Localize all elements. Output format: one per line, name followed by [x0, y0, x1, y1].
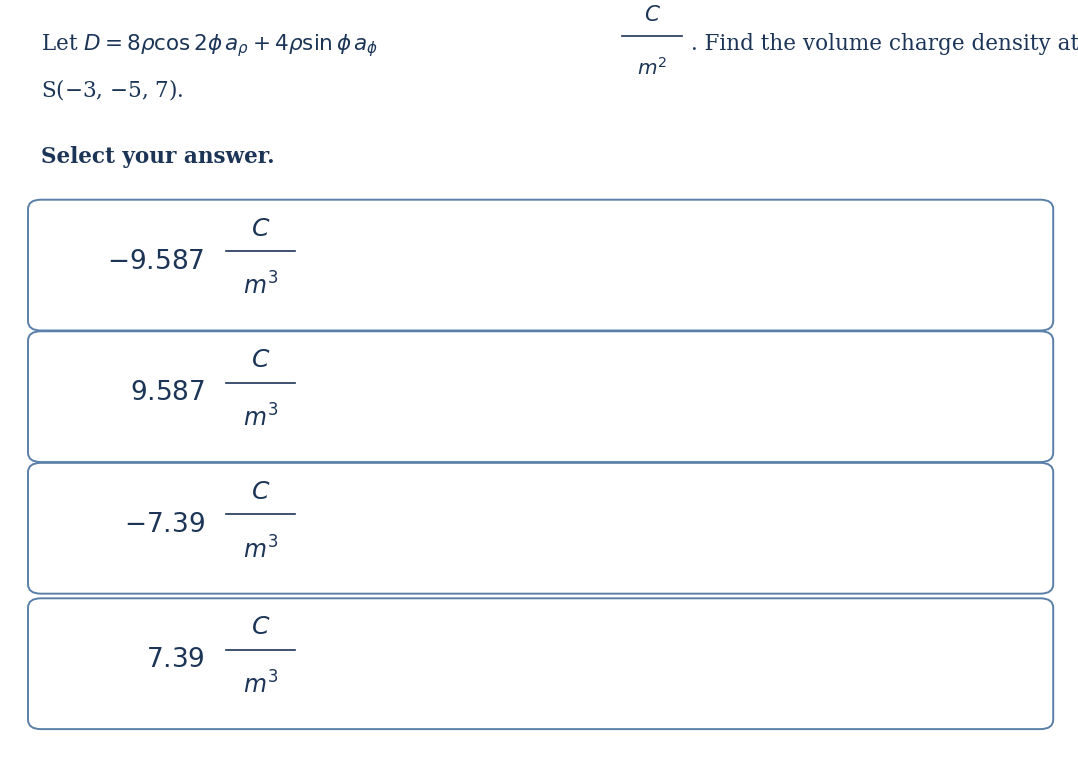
Text: Let $D = 8\rho\cos 2\phi\,a_{\rho} + 4\rho\sin\phi\,a_{\phi}$: Let $D = 8\rho\cos 2\phi\,a_{\rho} + 4\r…	[41, 32, 378, 59]
FancyBboxPatch shape	[28, 463, 1053, 594]
Text: Select your answer.: Select your answer.	[41, 146, 275, 167]
Text: $\mathit{C}$: $\mathit{C}$	[251, 349, 271, 372]
Text: $m^3$: $m^3$	[244, 536, 278, 563]
Text: $9.587$: $9.587$	[129, 380, 205, 406]
Text: $\mathit{C}$: $\mathit{C}$	[251, 481, 271, 504]
Text: $\mathit{C}$: $\mathit{C}$	[251, 616, 271, 639]
FancyBboxPatch shape	[28, 200, 1053, 330]
Text: $m^2$: $m^2$	[637, 57, 667, 78]
FancyBboxPatch shape	[28, 598, 1053, 729]
Text: . Find the volume charge density at: . Find the volume charge density at	[691, 33, 1078, 55]
Text: S($-$3, $-$5, 7).: S($-$3, $-$5, 7).	[41, 77, 183, 102]
Text: $m^3$: $m^3$	[244, 273, 278, 300]
Text: $7.39$: $7.39$	[146, 647, 205, 673]
Text: $-9.587$: $-9.587$	[108, 248, 205, 274]
Text: $m^3$: $m^3$	[244, 404, 278, 432]
Text: $-7.39$: $-7.39$	[124, 512, 205, 537]
Text: $\mathit{C}$: $\mathit{C}$	[251, 217, 271, 241]
Text: $\mathit{C}$: $\mathit{C}$	[644, 4, 661, 26]
FancyBboxPatch shape	[28, 331, 1053, 462]
Text: $m^3$: $m^3$	[244, 671, 278, 699]
